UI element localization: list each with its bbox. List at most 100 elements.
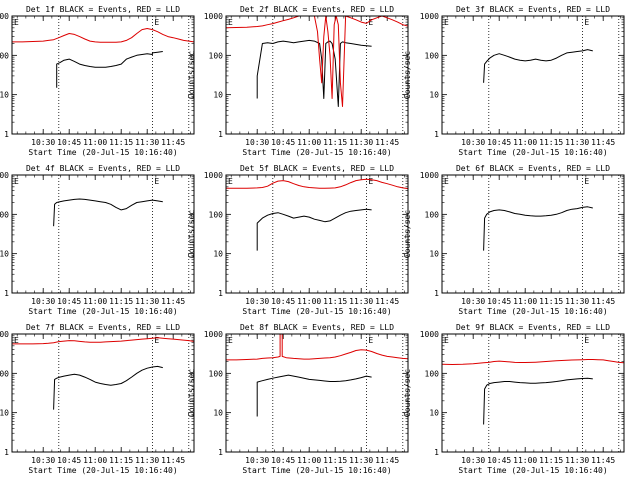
x-tick-label: 10:30 [31,297,55,306]
y-tick-label: 1000 [0,330,9,339]
x-axis-label: Start Time (20-Jul-15 10:16:40) [28,307,177,316]
series-lld-line [226,16,408,107]
x-tick-label: 11:45 [591,138,615,147]
panel-det-7: Det 7f BLACK = Events, RED = LLD Counts/s… [0,323,195,475]
x-tick-label: 11:45 [375,297,399,306]
x-tick-label: 11:30 [565,138,589,147]
y-axis-label: Counts/sec [187,51,196,99]
y-tick-label: 1000 [420,171,439,180]
x-tick-label: 10:45 [57,138,81,147]
series-lld-line [442,359,624,365]
y-axis-label: Counts/sec [403,51,412,99]
x-tick-label: 11:15 [323,456,347,465]
y-tick-label: 1000 [204,171,223,180]
series-events-line [483,377,593,425]
e-marker-left: E [444,18,449,27]
y-tick-label: 100 [0,210,9,219]
y-tick-label: 1 [4,448,9,457]
y-tick-label: 10 [429,91,439,100]
panel-title: Det 9f BLACK = Events, RED = LLD [456,323,610,332]
series-lld-line [12,337,194,345]
y-axis-label: Counts/sec [187,369,196,417]
e-marker-left: E [228,336,233,345]
plot-frame [11,333,195,453]
y-axis-label: Counts/sec [403,369,412,417]
e-marker-left: E [444,177,449,186]
x-tick-label: 11:30 [565,297,589,306]
y-tick-label: 1000 [0,171,9,180]
plot-frame [225,333,409,453]
x-tick-label: 11:00 [513,297,537,306]
x-axis-label: Start Time (20-Jul-15 10:16:40) [242,307,391,316]
x-tick-label: 11:15 [323,138,347,147]
panel-det-6: Det 6f BLACK = Events, RED = LLD Counts/s… [403,164,625,316]
x-tick-label: 10:45 [487,456,511,465]
x-tick-label: 10:45 [271,138,295,147]
x-tick-label: 11:45 [161,297,185,306]
panel-title: Det 1f BLACK = Events, RED = LLD [26,5,180,14]
y-tick-label: 1 [218,289,223,298]
series-lld-line [12,28,194,43]
x-tick-label: 10:30 [31,456,55,465]
y-tick-label: 10 [213,409,223,418]
plot-frame [11,15,195,135]
x-axis-label: Start Time (20-Jul-15 10:16:40) [458,148,607,157]
y-tick-label: 1000 [0,12,9,21]
y-tick-label: 10 [0,409,9,418]
x-tick-label: 11:30 [135,138,159,147]
x-tick-label: 11:30 [349,297,373,306]
series-events-line [256,39,372,107]
series-events-line [53,198,163,227]
panel-title: Det 8f BLACK = Events, RED = LLD [240,323,394,332]
x-axis-label: Start Time (20-Jul-15 10:16:40) [28,148,177,157]
e-marker-left: E [228,18,233,27]
x-tick-label: 10:30 [31,138,55,147]
y-tick-label: 100 [0,369,9,378]
panel-det-4: Det 4f BLACK = Events, RED = LLD Counts/s… [0,164,195,316]
plot-frame [225,15,409,135]
e-marker-left: E [14,177,19,186]
x-tick-label: 11:00 [83,297,107,306]
plot-frame [441,333,625,453]
panel-det-8: Det 8f BLACK = Events, RED = LLD Counts/s… [187,323,409,475]
x-tick-label: 11:15 [109,297,133,306]
panel-title: Det 6f BLACK = Events, RED = LLD [456,164,610,173]
e-marker-right: E [584,177,589,186]
x-axis-label: Start Time (20-Jul-15 10:16:40) [242,148,391,157]
panel-title: Det 2f BLACK = Events, RED = LLD [240,5,394,14]
panel-det-2: Det 2f BLACK = Events, RED = LLD Counts/s… [187,5,409,157]
y-tick-label: 1 [4,130,9,139]
x-axis-label: Start Time (20-Jul-15 10:16:40) [458,307,607,316]
e-marker-right: E [154,18,159,27]
plot-frame [441,15,625,135]
panel-det-1: Det 1f BLACK = Events, RED = LLD Counts/s… [0,5,195,157]
x-tick-label: 11:30 [349,456,373,465]
y-tick-label: 10 [213,91,223,100]
x-tick-label: 10:30 [461,138,485,147]
x-tick-label: 11:30 [565,456,589,465]
y-tick-label: 10 [213,250,223,259]
e-marker-left: E [228,177,233,186]
x-tick-label: 11:00 [297,297,321,306]
x-tick-label: 10:30 [245,138,269,147]
e-marker-left: E [14,18,19,27]
y-tick-label: 1000 [420,12,439,21]
y-tick-label: 100 [425,51,440,60]
x-tick-label: 11:15 [109,456,133,465]
x-tick-label: 11:45 [375,456,399,465]
x-tick-label: 11:00 [83,138,107,147]
x-tick-label: 11:00 [513,138,537,147]
e-marker-left: E [444,336,449,345]
y-tick-label: 10 [0,250,9,259]
x-tick-label: 11:45 [375,138,399,147]
panel-det-3: Det 3f BLACK = Events, RED = LLD Counts/s… [403,5,625,157]
y-tick-label: 100 [209,51,224,60]
x-tick-label: 11:30 [349,138,373,147]
y-tick-label: 1 [434,130,439,139]
x-tick-label: 10:30 [245,456,269,465]
x-tick-label: 11:15 [539,138,563,147]
panel-title: Det 5f BLACK = Events, RED = LLD [240,164,394,173]
x-tick-label: 11:15 [109,138,133,147]
y-tick-label: 10 [0,91,9,100]
